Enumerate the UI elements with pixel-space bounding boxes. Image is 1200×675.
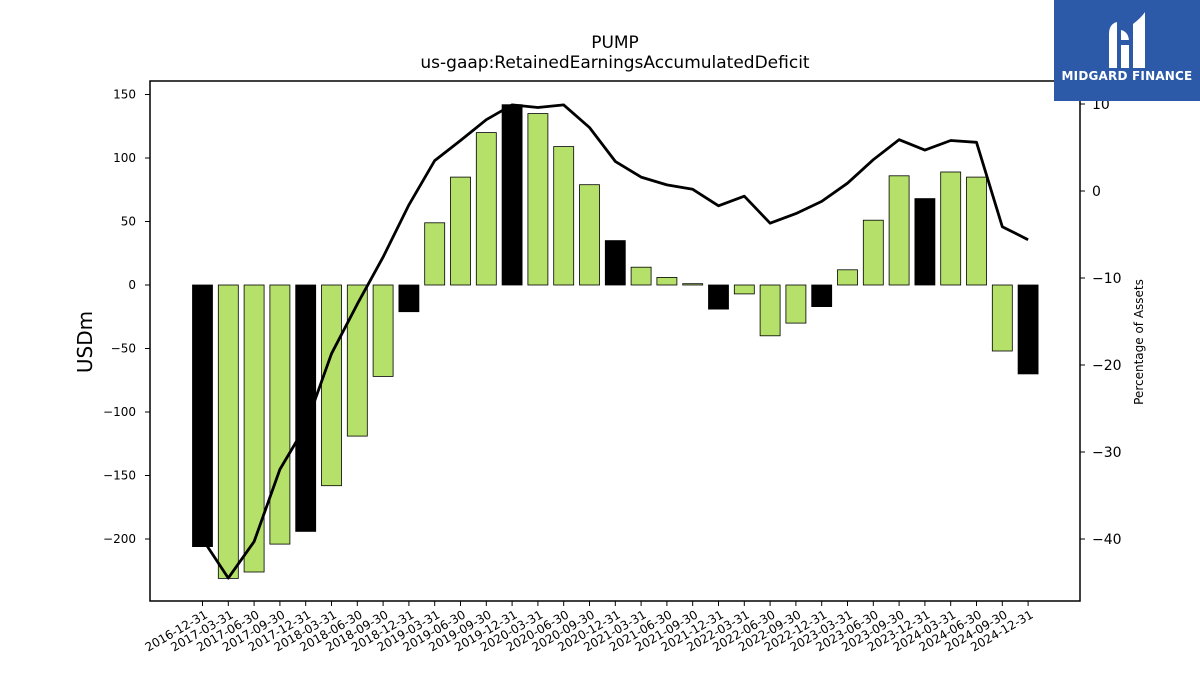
bar (372, 284, 394, 377)
bar (1017, 284, 1039, 375)
chart-subtitle: us-gaap:RetainedEarningsAccumulatedDefic… (420, 53, 810, 73)
y-tick-label: 100 (113, 151, 136, 165)
bar (888, 175, 910, 286)
bar (914, 198, 936, 286)
bar (192, 284, 213, 548)
y2-tick-label: −20 (1092, 358, 1122, 374)
y-tick-label: −50 (111, 342, 136, 356)
y-tick-label: 150 (113, 88, 136, 102)
bar (682, 283, 704, 286)
bar (940, 171, 962, 286)
bar (243, 284, 265, 573)
percentage-line (201, 103, 1029, 580)
bar (501, 104, 523, 286)
bar (656, 276, 678, 286)
bar (579, 184, 600, 286)
y-tick-label: −200 (103, 532, 136, 546)
bar (321, 284, 342, 487)
midgard-logo: MIDGARD FINANCE (1054, 0, 1200, 101)
chart-title: PUMP (591, 33, 639, 53)
bar (811, 284, 833, 308)
y-tick-label: −100 (103, 405, 136, 419)
y-tick-label: 0 (128, 278, 136, 292)
bar (785, 284, 807, 324)
y2-axis-label: Percentage of Assets (1132, 279, 1146, 405)
bar (759, 284, 781, 337)
y2-tick-label: 10 (1092, 97, 1110, 113)
bar (346, 284, 368, 437)
y2-tick-label: 0 (1092, 184, 1101, 200)
y2-tick-label: −30 (1092, 445, 1122, 461)
bar (424, 222, 446, 286)
bar (708, 284, 729, 310)
y-axis-label: USDm (73, 311, 97, 373)
bar (630, 266, 652, 286)
bar (966, 176, 987, 286)
logo-text: MIDGARD FINANCE (1061, 69, 1193, 83)
bar (475, 132, 497, 286)
bar (837, 269, 858, 286)
y-tick-label: −150 (103, 469, 136, 483)
bar (527, 113, 549, 286)
bar (269, 284, 291, 545)
bar (733, 284, 755, 295)
y-tick-label: 50 (121, 215, 136, 229)
bar (553, 146, 575, 286)
bar (217, 284, 239, 579)
bar (991, 284, 1013, 352)
plot-area: −200−150−100−50050100150−40−30−20−100102… (103, 80, 1122, 654)
y2-tick-label: −40 (1092, 532, 1122, 548)
bar (862, 219, 884, 286)
bar (398, 284, 420, 313)
y2-tick-label: −10 (1092, 271, 1122, 287)
bar (450, 176, 471, 286)
bar (604, 240, 626, 286)
bar (295, 284, 317, 532)
midgard-logo-icon (1109, 12, 1145, 68)
